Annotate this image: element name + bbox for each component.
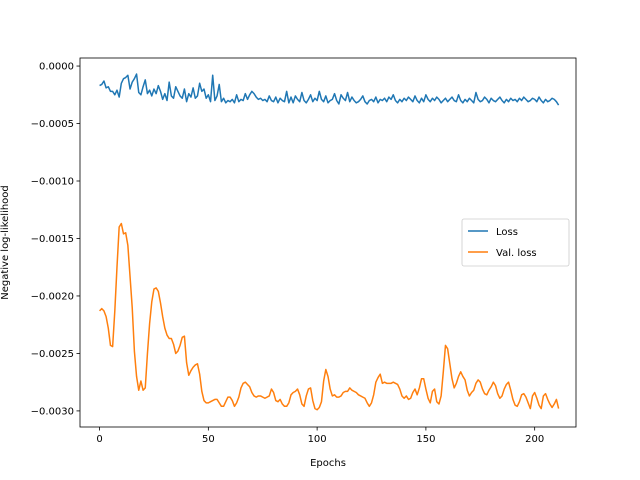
y-tick-label: −0.0015	[31, 234, 74, 245]
x-tick-label: 150	[416, 434, 435, 445]
legend-label: Loss	[496, 227, 518, 238]
plot-frame	[79, 57, 577, 428]
y-tick-label: −0.0020	[31, 291, 74, 302]
legend: Loss Val. loss	[461, 218, 570, 267]
x-axis-label: Epochs	[310, 458, 346, 469]
legend-label: Val. loss	[496, 248, 537, 259]
y-tick-label: 0.0000	[39, 62, 74, 73]
y-axis-label: Negative log-likelihood	[0, 185, 11, 300]
y-tick-label: −0.0010	[31, 177, 74, 188]
x-axis-ticks: 0 50 100 150 200	[96, 427, 544, 445]
plot-area	[99, 73, 560, 411]
y-axis-ticks: 0.0000 −0.0005 −0.0010 −0.0015 −0.0020 −0.002…	[31, 62, 80, 417]
legend-box	[461, 218, 570, 267]
y-tick-label: −0.0005	[31, 119, 74, 130]
x-tick-label: 0	[96, 434, 102, 445]
x-tick-label: 200	[525, 434, 544, 445]
y-tick-label: −0.0025	[31, 349, 74, 360]
x-tick-label: 50	[202, 434, 215, 445]
x-tick-label: 100	[308, 434, 327, 445]
series-line-val-loss	[99, 222, 560, 411]
series-line-loss	[99, 73, 560, 106]
y-tick-label: −0.0030	[31, 406, 74, 417]
